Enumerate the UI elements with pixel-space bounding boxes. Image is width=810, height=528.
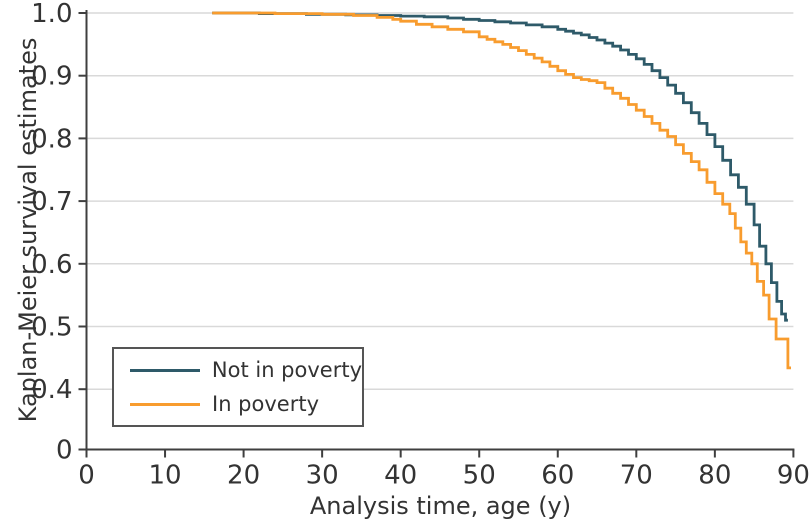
x-tick-label: 20 [227,461,260,491]
legend-item-in-poverty: In poverty [130,393,362,415]
y-tick-label: 0.6 [31,250,72,280]
y-origin-tick-label: 0 [56,436,73,466]
x-tick-label: 90 [777,461,810,491]
legend-item-not-in-poverty: Not in poverty [130,359,362,381]
x-tick-label: 30 [306,461,339,491]
in-poverty-curve [212,11,791,370]
not-in-poverty-curve [212,11,788,322]
x-tick-label: 10 [148,461,181,491]
y-tick-label: 1.0 [31,0,72,29]
legend-line-not-in-poverty-icon [130,368,200,372]
y-tick-label: 0.5 [31,313,72,343]
y-axis-title: Kaplan-Meier survival estimates [14,37,42,423]
x-axis-title: Analysis time, age (y) [309,492,572,520]
y-tick-label: 0.9 [31,62,72,92]
legend-label-in-poverty: In poverty [212,391,319,416]
x-tick-label: 0 [78,461,95,491]
x-tick-label: 70 [620,461,653,491]
y-tick-label: 0.8 [31,124,72,154]
y-tick-label: 0.4 [31,375,72,405]
y-tick-label: 0.7 [31,187,72,217]
legend-label-not-in-poverty: Not in poverty [211,357,362,382]
x-tick-label: 50 [463,461,496,491]
x-tick-label: 60 [541,461,574,491]
x-tick-label: 40 [384,461,417,491]
legend: Not in poverty In poverty [112,347,364,427]
x-tick-label: 80 [698,461,731,491]
legend-line-in-poverty-icon [130,402,200,406]
